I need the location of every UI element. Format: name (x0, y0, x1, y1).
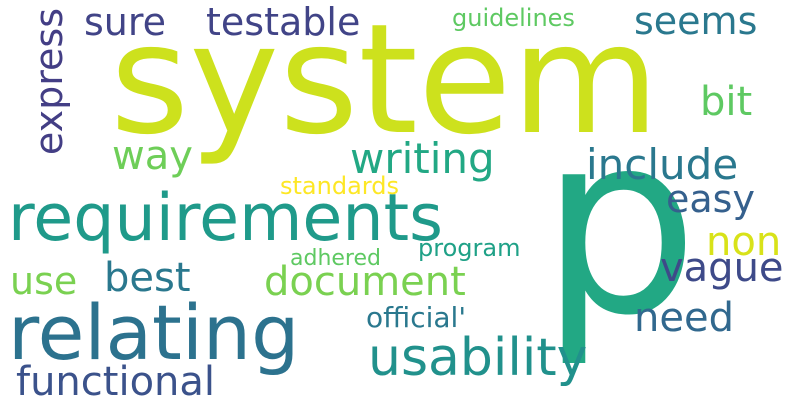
word-non: non (706, 219, 782, 265)
word-use: use (10, 259, 78, 303)
word-guidelines: guidelines (452, 4, 575, 32)
word-official: official' (366, 301, 467, 334)
word-usability: usability (368, 328, 588, 388)
word-adhered: adhered (290, 246, 381, 271)
word-bit: bit (700, 79, 753, 125)
word-p: p (540, 79, 699, 370)
word-standards: standards (280, 172, 399, 200)
word-best: best (104, 255, 191, 301)
word-functional: functional (16, 359, 216, 400)
word-include: include (586, 140, 739, 189)
word-system: system (110, 0, 660, 168)
word-testable: testable (206, 0, 361, 44)
word-seems: seems (634, 0, 758, 43)
word-document: document (264, 259, 466, 305)
word-easy: easy (666, 177, 755, 221)
word-vague: vague (660, 245, 784, 291)
word-writing: writing (350, 134, 495, 183)
word-need: need (634, 295, 734, 341)
word-express: express (27, 8, 71, 156)
word-way: way (112, 133, 193, 179)
word-sure: sure (84, 0, 167, 44)
word-requirements: requirements (8, 181, 443, 256)
word-program: program (418, 234, 521, 262)
word-relating: relating (8, 288, 300, 377)
